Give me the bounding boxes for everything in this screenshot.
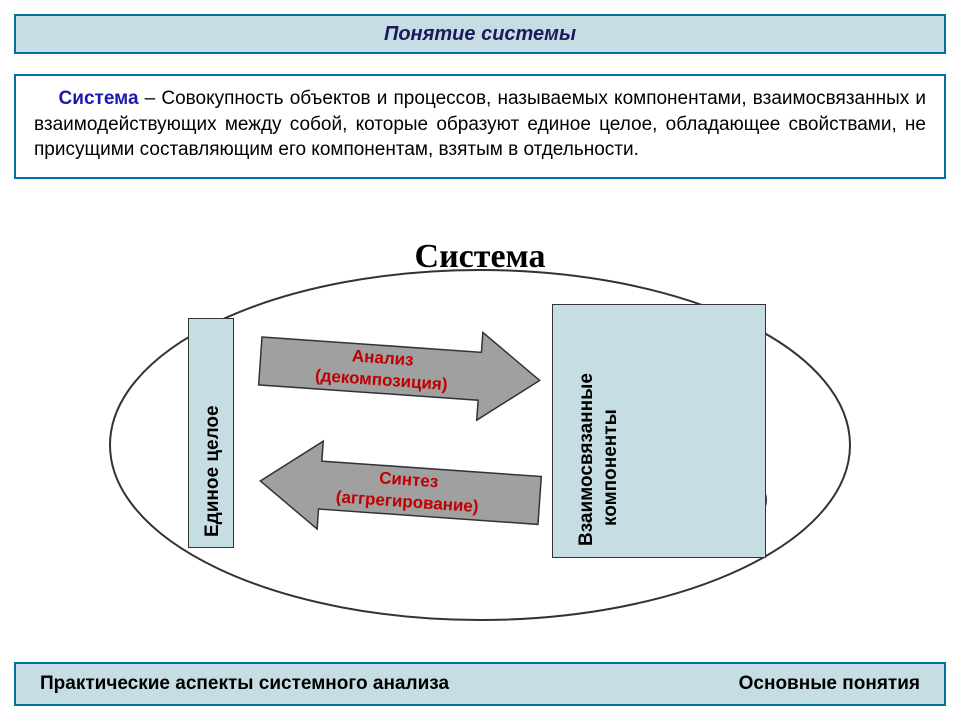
whole-box-label: Единое целое — [202, 405, 224, 537]
header-title: Понятие системы — [384, 23, 576, 46]
definition-box: Система – Совокупность объектов и процес… — [14, 74, 946, 179]
footer-bar: Практические аспекты системного анализа … — [14, 662, 946, 706]
whole-box: Единое целое — [188, 318, 234, 548]
arrow-synthesis: Синтез (аггрегирование) — [257, 437, 542, 544]
diagram-title: Система — [0, 238, 960, 276]
header-bar: Понятие системы — [14, 14, 946, 54]
footer-left: Практические аспекты системного анализа — [40, 673, 449, 695]
definition-body: – Совокупность объектов и процессов, наз… — [34, 88, 926, 160]
footer-right: Основные понятия — [739, 673, 920, 695]
definition-text: Система – Совокупность объектов и процес… — [34, 88, 926, 160]
definition-term: Система — [59, 88, 139, 109]
components-label-1: Взаимосвязанные — [576, 373, 598, 546]
arrow-analysis: Анализ (декомпозиция) — [257, 317, 542, 424]
system-diagram: Анализ (декомпозиция) Синтез (аггрегиров… — [0, 210, 960, 630]
components-label-2: компоненты — [600, 409, 622, 526]
slide-page: Понятие системы Система – Совокупность о… — [0, 0, 960, 720]
